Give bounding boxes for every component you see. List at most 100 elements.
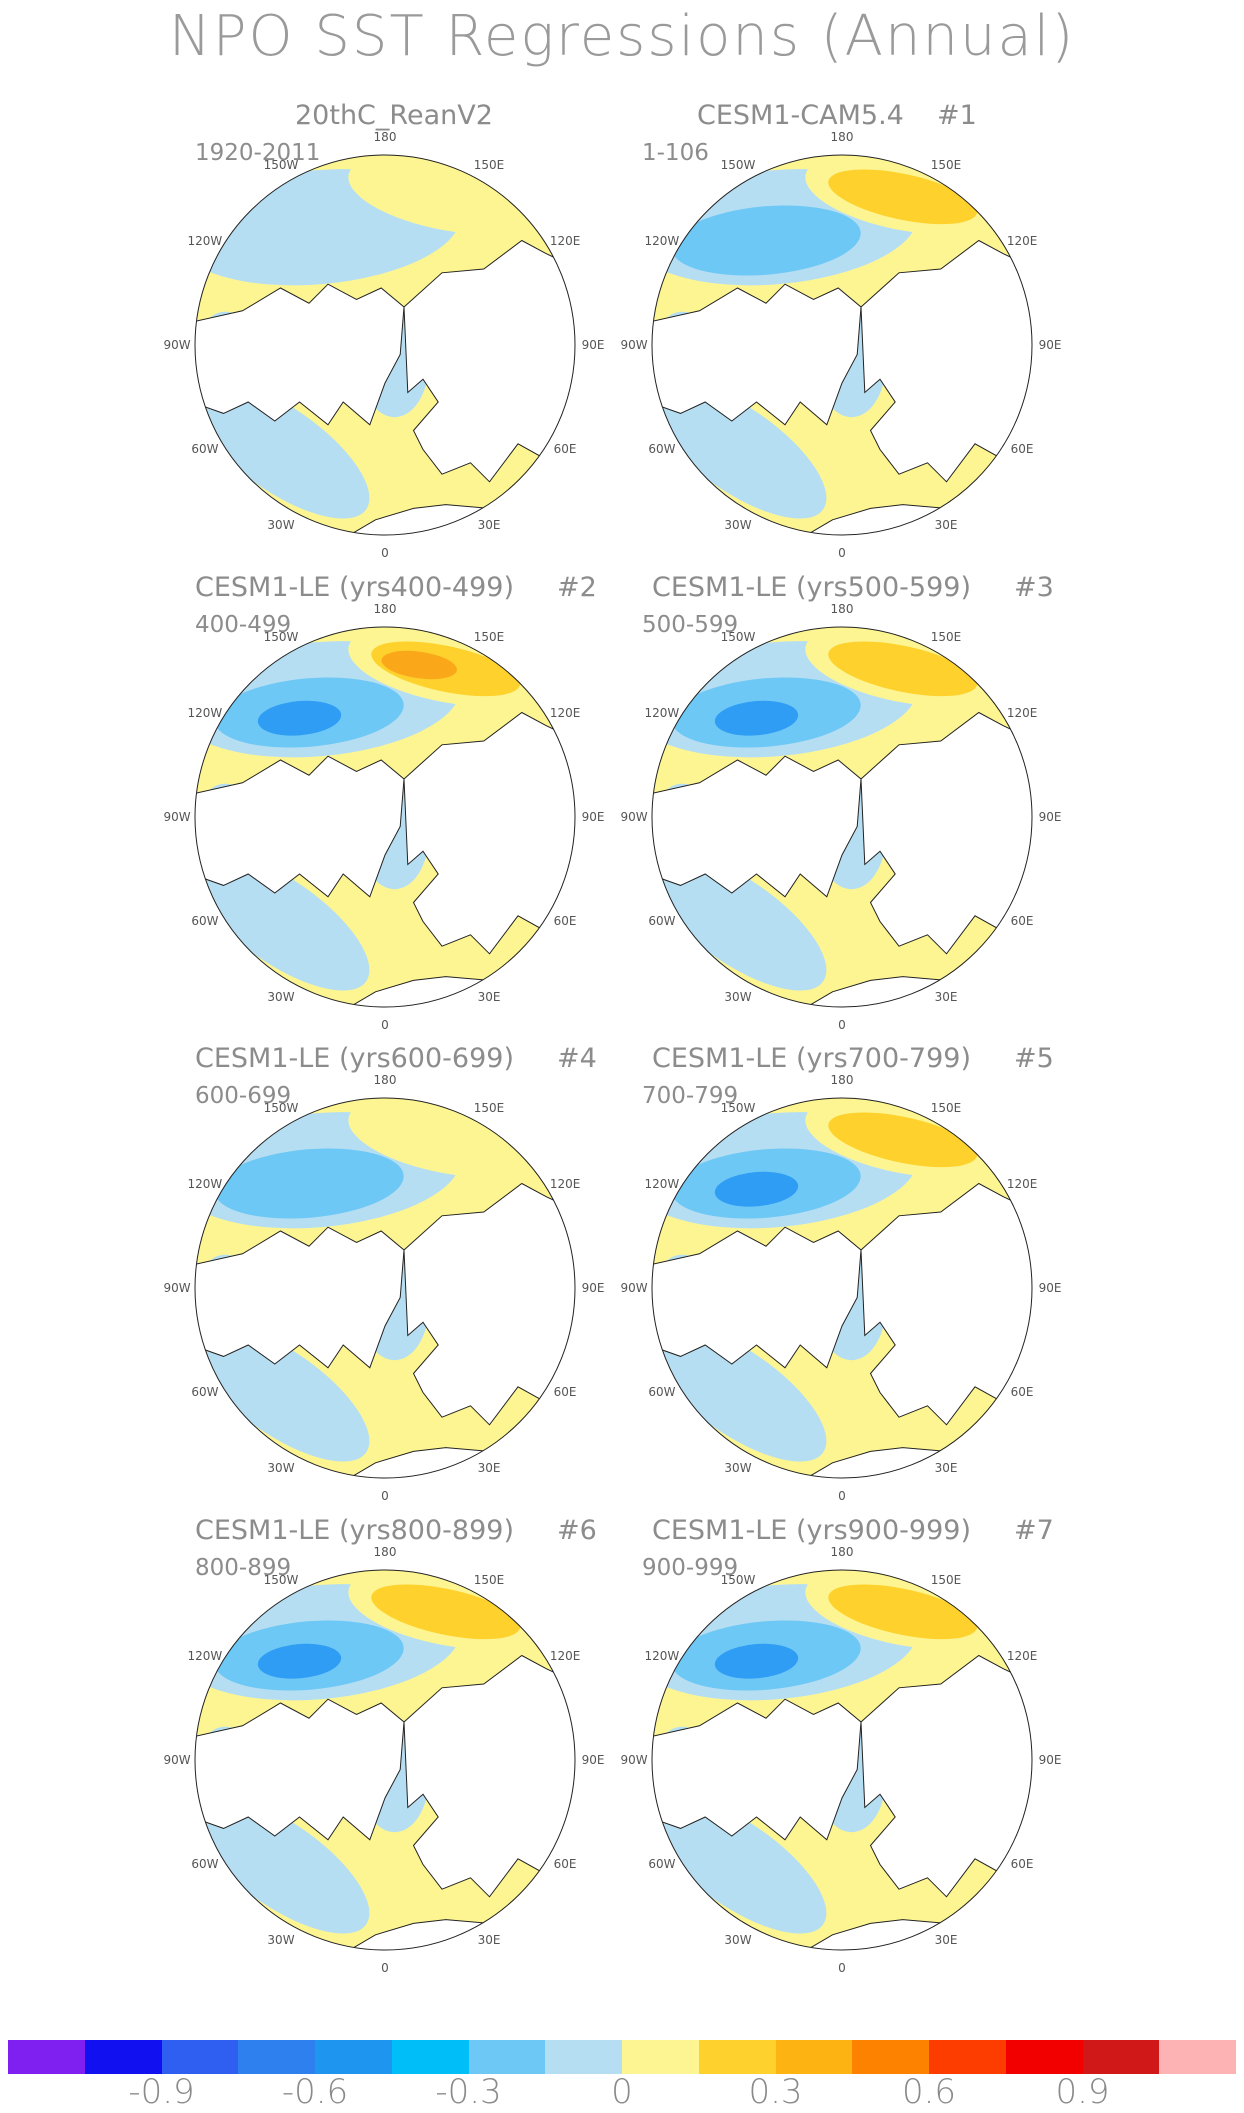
colorbar-swatch — [391, 2040, 469, 2074]
panel-period: 600-699 — [195, 1083, 292, 1109]
longitude-label: 90W — [163, 810, 190, 824]
pacific-positive-core — [828, 1584, 978, 1640]
colorbar-swatch — [1005, 2040, 1083, 2074]
map-panel: CESM1-LE (yrs400-499) #2 400-499 180 150E 120… — [163, 572, 660, 1042]
longitude-label: 180 — [831, 130, 854, 144]
longitude-label: 150E — [931, 630, 962, 644]
panel-period: 400-499 — [195, 612, 292, 638]
longitude-label: 0 — [381, 546, 389, 560]
longitude-label: 120W — [188, 1649, 223, 1663]
map-panel: CESM1-LE (yrs900-999) #7 900-999 180 150E 120… — [620, 1515, 1117, 1985]
longitude-label: 180 — [374, 1545, 397, 1559]
atlantic-negative-anomaly — [195, 1795, 370, 1934]
longitude-label: 30W — [267, 1933, 294, 1947]
pacific-negative-max — [714, 1643, 799, 1679]
longitude-label: 60W — [648, 1385, 675, 1399]
panel-title-text: 20thC_ReanV2 — [295, 100, 493, 131]
panel-period: 900-999 — [642, 1555, 739, 1581]
longitude-label: 90W — [163, 1753, 190, 1767]
panel-number: #3 — [1014, 572, 1054, 603]
longitude-label: 150E — [474, 1101, 505, 1115]
longitude-label: 150W — [721, 1573, 756, 1587]
colorbar-swatch — [468, 2040, 546, 2074]
longitude-label: 120W — [188, 706, 223, 720]
longitude-label: 120W — [645, 1177, 680, 1191]
map-panel: CESM1-LE (yrs800-899) #6 800-899 180 150E 120… — [163, 1515, 660, 1985]
map-panel: CESM1-LE (yrs500-599) #3 500-599 180 150E 120… — [620, 572, 1117, 1042]
panel-period: 1920-2011 — [195, 140, 321, 166]
pacific-positive-core — [828, 1112, 978, 1168]
longitude-label: 90W — [620, 338, 647, 352]
colorbar-swatch — [698, 2040, 776, 2074]
colorbar-swatch — [1082, 2040, 1160, 2074]
pacific-negative-core — [671, 205, 861, 276]
longitude-label: 60E — [1011, 442, 1034, 456]
longitude-label: 60W — [648, 1857, 675, 1871]
polar-map: 180 150E 120E 90E 60E 30E 0 30W 60W 90W 120W 150W — [163, 130, 604, 560]
colorbar-swatch — [315, 2040, 392, 2074]
map-boundary — [651, 154, 1033, 536]
atlantic-negative-anomaly — [195, 852, 370, 991]
polar-map: 180 150E 120E 90E 60E 30E 0 30W 60W 90W 120W 150W — [163, 602, 604, 1032]
longitude-label: 30W — [267, 518, 294, 532]
longitude-label: 120W — [188, 1177, 223, 1191]
polar-map: 180 150E 120E 90E 60E 30E 0 30W 60W 90W 120W 150W — [620, 1073, 1062, 1503]
colorbar-tick-label: 0.6 — [901, 2072, 957, 2112]
longitude-label: 60W — [648, 914, 675, 928]
polar-map: 180 150E 120E 90E 60E 30E 0 30W 60W 90W 120W 150W — [620, 130, 1061, 560]
longitude-label: 60E — [554, 1857, 577, 1871]
longitude-label: 180 — [374, 1073, 397, 1087]
longitude-label: 90W — [620, 1281, 647, 1295]
land-eurasia — [860, 1654, 1032, 1898]
colorbar-swatch — [929, 2040, 1006, 2074]
colorbar — [8, 2040, 1236, 2074]
longitude-label: 90E — [1039, 1281, 1062, 1295]
panel-number: #4 — [557, 1043, 597, 1074]
pacific-negative-max — [714, 1171, 799, 1207]
colorbar-tick-label: -0.6 — [281, 2072, 349, 2112]
land-north-america — [652, 755, 862, 898]
longitude-label: 90W — [163, 338, 190, 352]
panel-title-text: CESM1-LE (yrs400-499) — [195, 572, 514, 603]
panel-title-text: CESM1-LE (yrs600-699) — [195, 1043, 514, 1074]
longitude-label: 60E — [1011, 1385, 1034, 1399]
map-boundary — [194, 154, 576, 536]
longitude-label: 120E — [1007, 1649, 1038, 1663]
longitude-label: 90W — [163, 1281, 190, 1295]
longitude-label: 180 — [374, 602, 397, 616]
atlantic-negative-anomaly — [195, 1323, 370, 1462]
longitude-label: 0 — [838, 546, 846, 560]
land-eurasia — [403, 1182, 575, 1426]
map-boundary — [194, 626, 576, 1008]
longitude-label: 60W — [191, 442, 218, 456]
land-eurasia — [860, 239, 1032, 483]
longitude-label: 30W — [724, 990, 751, 1004]
longitude-label: 30E — [478, 990, 501, 1004]
colorbar-swatch — [238, 2040, 315, 2074]
map-panel: CESM1-LE (yrs600-699) #4 600-699 180 150E 120… — [163, 1043, 660, 1513]
pacific-positive-core — [371, 1584, 521, 1640]
colorbar-swatch — [1159, 2040, 1236, 2074]
longitude-label: 150W — [264, 630, 299, 644]
panel-number: #5 — [1014, 1043, 1054, 1074]
land-north-america — [195, 283, 405, 426]
longitude-label: 180 — [374, 130, 397, 144]
panel-period: 500-599 — [642, 612, 739, 638]
longitude-label: 90W — [620, 810, 647, 824]
longitude-label: 180 — [831, 1073, 854, 1087]
panel-title-text: CESM1-CAM5.4 — [697, 100, 904, 131]
atlantic-negative-anomaly — [652, 380, 827, 519]
longitude-label: 60W — [648, 442, 675, 456]
atlantic-negative-anomaly — [652, 852, 827, 991]
longitude-label: 60E — [1011, 914, 1034, 928]
colorbar-tick-label: -0.9 — [128, 2072, 195, 2112]
map-panel: CESM1-LE (yrs700-799) #5 700-799 180 150E 120… — [620, 1043, 1117, 1513]
longitude-label: 120E — [550, 234, 581, 248]
longitude-label: 60W — [191, 1385, 218, 1399]
longitude-label: 120E — [550, 706, 581, 720]
longitude-label: 60E — [554, 914, 577, 928]
longitude-label: 60E — [1011, 1857, 1034, 1871]
longitude-label: 30W — [267, 990, 294, 1004]
land-north-america — [652, 283, 862, 426]
polar-map: 180 150E 120E 90E 60E 30E 0 30W 60W 90W 120W 150W — [620, 1545, 1061, 1975]
